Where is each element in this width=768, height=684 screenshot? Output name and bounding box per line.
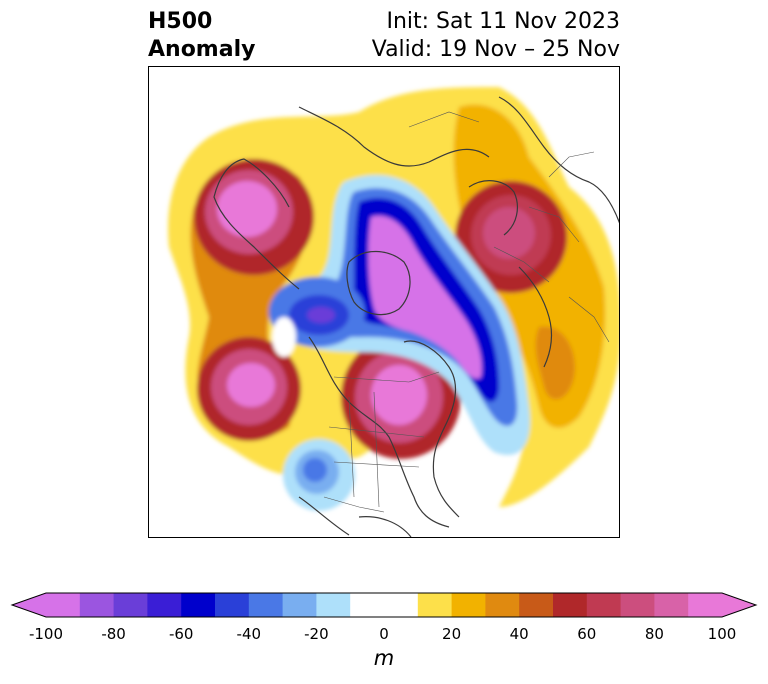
colorbar-tick-label: 80 — [644, 625, 664, 643]
colorbar-segment — [350, 593, 419, 617]
colorbar-tick-label: -80 — [101, 625, 126, 643]
neutral-region-pacific — [272, 317, 296, 357]
anomaly-map — [148, 66, 620, 538]
colorbar-segment — [586, 593, 622, 617]
coastline-gulf — [358, 516, 412, 537]
ridge-north-america-max — [371, 365, 427, 425]
trough-hudson-max — [307, 307, 335, 323]
neutral-region-caribbean — [389, 512, 509, 537]
colorbar-segment — [147, 593, 182, 617]
init-time: Init: Sat 11 Nov 2023 — [386, 9, 620, 34]
border-china — [568, 296, 610, 343]
border-states-c — [328, 426, 425, 438]
colorbar-outline — [10, 592, 758, 618]
ridge-northwest-max — [217, 181, 277, 237]
forecast-times: Init: Sat 11 Nov 2023 Valid: 19 Nov – 25… — [372, 8, 620, 64]
border-us-mexico — [323, 496, 385, 513]
border-us-canada — [333, 371, 440, 383]
border-europe-b — [493, 246, 550, 283]
colorbar-tick-label: 0 — [379, 625, 389, 643]
colorbar-tick-label: -60 — [168, 625, 194, 643]
border-europe-a — [528, 206, 580, 243]
border-states-b — [373, 391, 380, 508]
colorbar-tick-label: 60 — [577, 625, 597, 643]
trough-southwest-max — [303, 458, 327, 482]
colorbar-segment — [282, 593, 317, 617]
anomaly-shading — [149, 87, 619, 537]
colorbar-segment — [316, 593, 351, 617]
colorbar-segment — [553, 593, 588, 617]
coastline-scandinavia — [468, 180, 518, 236]
anomaly-map-svg — [149, 87, 619, 537]
colorbar-tick-label: -20 — [304, 625, 329, 643]
coastline-greenland — [346, 250, 411, 316]
colorbar-tick-label: -40 — [236, 625, 262, 643]
coastline-asia — [298, 106, 490, 167]
colorbar-segment — [620, 593, 655, 617]
colorbar-segment — [688, 593, 723, 617]
colorbar-segment — [181, 593, 216, 617]
title-variable: H500 — [148, 9, 213, 34]
colorbar-segment — [248, 593, 284, 617]
border-russia — [408, 111, 480, 128]
colorbar-tick-label: 100 — [707, 625, 737, 643]
coastline-mexico — [298, 496, 350, 536]
positive-anomaly-east — [535, 326, 575, 400]
valid-period: Valid: 19 Nov – 25 Nov — [371, 37, 620, 62]
title-type: Anomaly — [148, 37, 256, 62]
coastline-europe — [498, 96, 619, 224]
colorbar-segment — [519, 593, 554, 617]
colorbar-extend-min — [12, 593, 46, 617]
ridge-europe-max — [483, 207, 535, 259]
colorbar-segment — [113, 593, 148, 617]
border-asia-west — [548, 151, 595, 178]
colorbar-segment — [451, 593, 486, 617]
colorbar-segment — [215, 593, 250, 617]
map-title: H500 Anomaly — [148, 8, 255, 64]
colorbar-tick-label: -100 — [28, 625, 64, 643]
colorbar-unit: m — [373, 646, 395, 670]
coastline-alaska — [213, 158, 300, 290]
border-states-d — [333, 461, 420, 468]
colorbar — [10, 592, 758, 618]
colorbar-segment — [654, 593, 689, 617]
colorbar-segment — [46, 593, 81, 617]
colorbar-segment — [417, 593, 453, 617]
political-borders — [323, 111, 610, 513]
coastline-asia-east — [518, 266, 553, 368]
neutral-region-edge — [149, 282, 177, 322]
coastline-atlantic — [403, 340, 460, 518]
colorbar-segment — [79, 593, 115, 617]
border-states-a — [348, 396, 355, 498]
colorbar-extend-max — [722, 593, 756, 617]
colorbar-tick-label: 20 — [442, 625, 462, 643]
colorbar-segment — [485, 593, 520, 617]
colorbar-tick-label: 40 — [509, 625, 529, 643]
coastline-north-america — [308, 336, 450, 528]
ridge-pacific-max — [227, 363, 275, 407]
coastlines — [213, 96, 619, 537]
